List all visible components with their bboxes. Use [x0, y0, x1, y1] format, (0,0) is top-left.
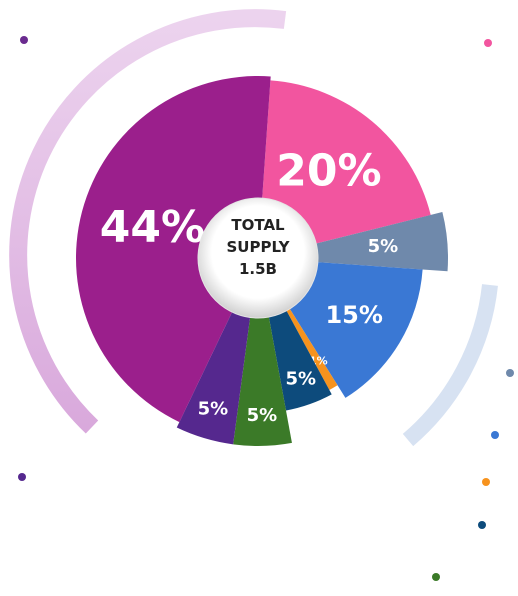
center-value: 1.5B: [238, 260, 277, 278]
slice-label: 5%: [285, 368, 316, 389]
dot: [482, 478, 490, 486]
dot: [491, 431, 499, 439]
slice-label: 20%: [276, 145, 381, 196]
center-title: TOTAL SUPPLY: [226, 216, 290, 256]
slice-label: 5%: [247, 405, 278, 426]
dot: [20, 36, 28, 44]
slice: [76, 75, 271, 423]
slice: [258, 80, 431, 259]
dot: [478, 521, 486, 529]
slice-label: 5%: [198, 398, 229, 419]
slice-label: 44%: [100, 202, 205, 253]
dot: [484, 39, 492, 47]
center-disc: [197, 197, 319, 319]
slice-label: 15%: [325, 301, 382, 329]
dot: [432, 573, 440, 581]
dot: [18, 473, 26, 481]
dot: [506, 369, 514, 377]
decor-arc: [402, 284, 498, 447]
slice-label: 5%: [368, 236, 399, 257]
center-label: TOTAL SUPPLY 1.5B: [208, 214, 308, 280]
decor-arc: [9, 9, 287, 434]
slice: [233, 258, 292, 446]
